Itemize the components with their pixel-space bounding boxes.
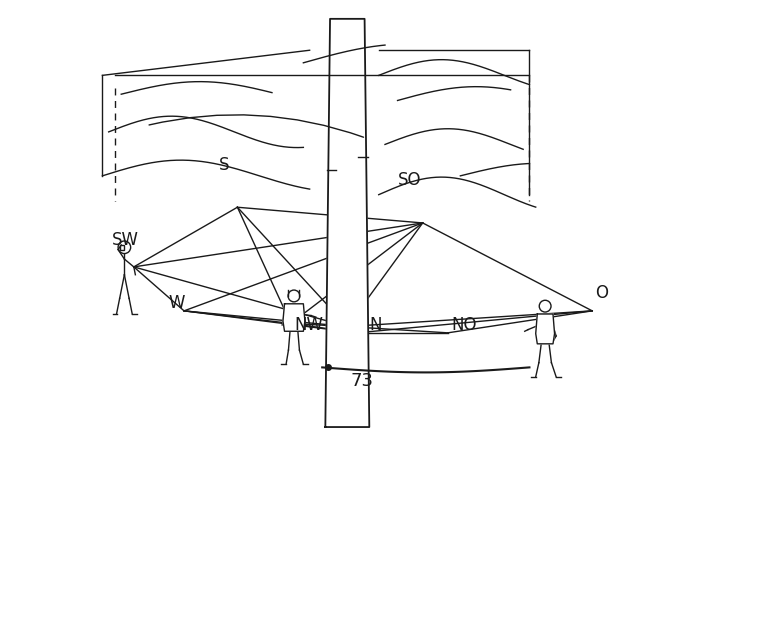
Polygon shape: [326, 19, 370, 427]
Text: SW: SW: [112, 231, 139, 249]
Text: O: O: [595, 284, 608, 302]
Text: NW: NW: [294, 316, 323, 333]
Text: 73: 73: [350, 372, 373, 390]
Text: S: S: [219, 156, 229, 173]
Polygon shape: [536, 314, 554, 344]
Text: NO: NO: [451, 316, 477, 333]
Bar: [119, 245, 124, 249]
Text: SO: SO: [397, 171, 421, 189]
Polygon shape: [283, 304, 305, 332]
Text: W: W: [169, 294, 185, 311]
Text: N: N: [370, 316, 382, 333]
